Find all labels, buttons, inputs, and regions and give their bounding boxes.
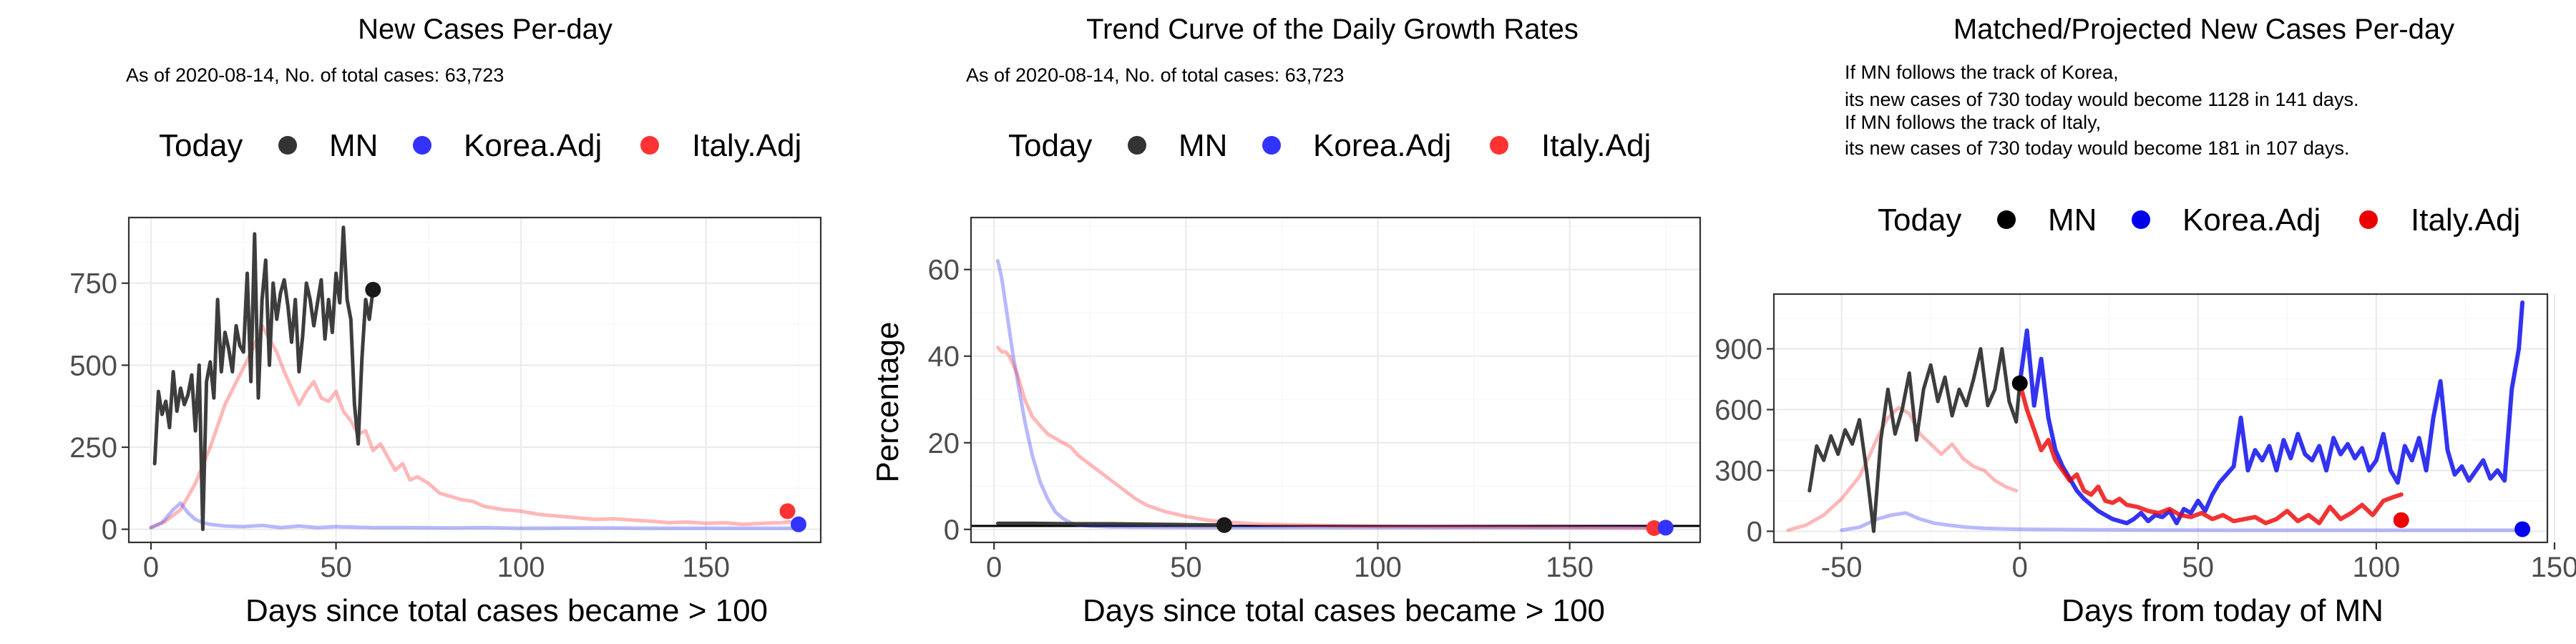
x-tick-label: 100 [1354,552,1402,583]
plot-frame [970,216,1702,544]
plot-frame [1772,293,2549,544]
legend-marker-italy [640,136,659,155]
x-tick-label: 150 [682,552,730,583]
today-point-italy-adj [779,503,796,519]
projection-note-line-3: If MN follows the track of Italy, [1845,112,2101,133]
legend-label-italy: Italy.Adj [2411,203,2520,238]
series-line-korea-adj [996,259,1668,530]
projection-note-line-2: its new cases of 730 today would become … [1845,89,2358,110]
legend-marker-korea [413,136,431,155]
x-tick-label: 50 [2182,552,2215,583]
series-line-mn [996,521,1226,527]
chart-subtitle: As of 2020-08-14, No. of total cases: 63… [126,64,504,86]
today-point-korea-adj [790,516,806,532]
legend-label-korea: Korea.Adj [1313,128,1451,163]
plot-area: 0 50 100 150 0 20 40 60 [928,216,1702,583]
chart-subtitle: As of 2020-08-14, No. of total cases: 63… [966,64,1344,86]
legend-marker-mn [1997,210,2016,229]
legend-marker-mn [1128,136,1146,155]
legend-label-mn: MN [1179,128,1227,163]
today-point-italy-adj [2393,512,2409,528]
series-line-korea-adj-projection [2017,300,2525,526]
legend-marker-italy [1490,136,1508,155]
projection-note-line-1: If MN follows the track of Korea, [1845,62,2119,83]
x-tick-label: 0 [986,552,1002,583]
y-tick-label: 750 [69,268,117,300]
today-point-mn [2011,375,2028,391]
legend-label-italy: Italy.Adj [692,128,801,163]
x-axis-label: Days since total cases became > 100 [1083,593,1605,628]
legend-title: Today [1878,203,1961,238]
legend-label-italy: Italy.Adj [1541,128,1651,163]
y-tick-label: 0 [102,514,117,546]
legend-marker-italy [2359,210,2378,229]
y-tick-label: 40 [928,341,960,373]
today-point-mn [365,281,381,298]
legend-marker-mn [278,136,297,155]
panel-projected-cases: Matched/Projected New Cases Per-day If M… [1714,14,2576,628]
series-line-italy-adj [996,346,1657,530]
series-line-korea-adj-matched-history [1840,511,2521,532]
x-axis-label: Days since total cases became > 100 [245,593,768,628]
x-tick-label: -50 [1821,552,1863,583]
plot-area: -50 0 50 100 150 0 300 600 900 [1714,293,2576,583]
y-tick-label: 500 [69,350,117,381]
x-axis-label: Days from today of MN [2062,593,2384,628]
today-point-korea-adj [2514,521,2531,537]
legend-title: Today [1008,128,1092,163]
y-tick-label: 300 [1714,455,1762,487]
series-line-korea-adj [149,501,801,530]
x-tick-label: 100 [2353,552,2401,583]
legend: Today MN Korea.Adj Italy.Adj [159,128,801,163]
x-tick-label: 0 [2012,552,2028,583]
legend-label-korea: Korea.Adj [2182,203,2321,238]
today-point-korea-adj [1657,519,1674,536]
chart-title: Matched/Projected New Cases Per-day [1953,14,2454,45]
today-point-italy-adj [1646,520,1662,537]
y-tick-label: 250 [69,432,117,464]
legend-title: Today [159,128,243,163]
legend-label-korea: Korea.Adj [464,128,602,163]
panel-new-cases: New Cases Per-day As of 2020-08-14, No. … [69,14,822,628]
chart-title: New Cases Per-day [358,14,613,45]
x-tick-label: 100 [497,552,545,583]
x-tick-label: 0 [143,552,159,583]
x-tick-label: 150 [1546,552,1594,583]
projection-note-line-4: its new cases of 730 today would become … [1845,137,2349,159]
today-point-mn [1216,517,1232,533]
y-tick-label: 0 [944,514,960,546]
legend-marker-korea [1262,136,1281,155]
panel-growth-rates: Trend Curve of the Daily Growth Rates As… [870,14,1702,628]
series-line-italy-adj [149,323,801,530]
legend-marker-korea [2132,210,2150,229]
y-tick-label: 900 [1714,333,1762,365]
y-tick-label: 600 [1714,394,1762,426]
x-tick-label: 150 [2531,552,2576,583]
plot-area: 0 50 100 150 0 250 500 750 [69,216,822,583]
plot-frame [127,216,822,544]
series-line-italy-adj-projection [2017,381,2404,526]
legend-label-mn: MN [329,128,378,163]
x-tick-label: 50 [320,552,352,583]
y-axis-label: Percentage [870,321,905,482]
series-line-mn [152,225,375,532]
legend-label-mn: MN [2048,203,2097,238]
legend: Today MN Korea.Adj Italy.Adj [1878,203,2520,238]
series-line-mn [1807,347,2022,533]
legend: Today MN Korea.Adj Italy.Adj [1008,128,1651,163]
chart-title: Trend Curve of the Daily Growth Rates [1086,14,1579,45]
x-tick-label: 50 [1170,552,1202,583]
y-tick-label: 0 [1747,516,1762,547]
y-tick-label: 20 [928,428,960,459]
y-tick-label: 60 [928,255,960,286]
